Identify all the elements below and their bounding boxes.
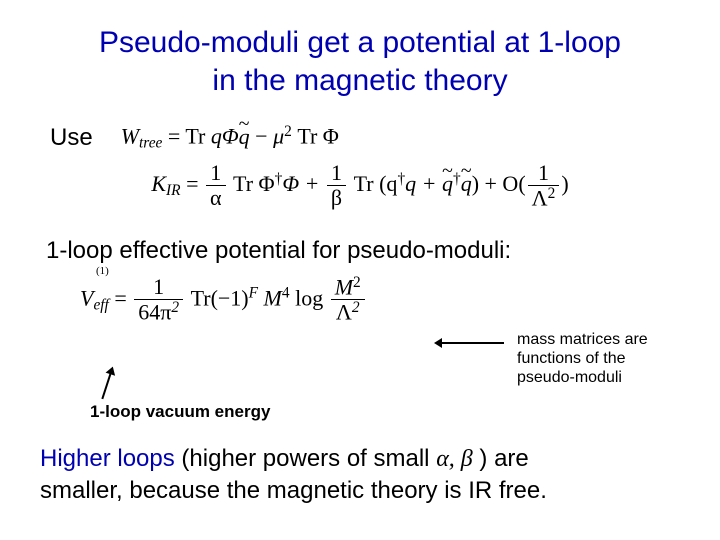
kir-eq: = (186, 171, 204, 196)
veff-sub: eff (93, 296, 108, 313)
veff-log: log (295, 285, 329, 310)
wtree-formula: Wtree = Tr qΦq − μ2 Tr Φ (121, 123, 339, 153)
mass-l2: functions of the (517, 350, 626, 367)
veff-M2s: 2 (353, 274, 361, 291)
kir-frac1: 1α (206, 161, 226, 210)
kir-trphi: Tr Φ (233, 171, 275, 196)
wtree-eq: = (168, 124, 186, 149)
veff-Ls: 2 (352, 299, 360, 316)
kir-sub: IR (166, 181, 181, 198)
slide-title: Pseudo-moduli get a potential at 1-loop … (40, 24, 680, 99)
kir-f3ds: 2 (548, 185, 556, 202)
wtree-tr1: Tr (185, 124, 211, 149)
wtree-trphi: Tr Φ (297, 124, 339, 149)
mass-annotation: mass matrices are functions of the pseud… (517, 330, 692, 388)
slide: Pseudo-moduli get a potential at 1-loop … (0, 0, 720, 540)
veff-one-super: (1) (96, 265, 109, 277)
mass-l1: mass matrices are (517, 331, 648, 348)
use-label: Use (50, 124, 93, 152)
alpha-beta: α, β (436, 446, 473, 472)
higher-loops-text: Higher loops (higher powers of small α, … (40, 443, 680, 506)
wtree-sub: tree (139, 135, 162, 152)
veff-fds: 2 (171, 299, 179, 316)
kir-dag3: † (453, 170, 461, 187)
higher-lead: Higher loops (40, 445, 175, 472)
kir-frac3: 1Λ2 (528, 161, 560, 211)
kir-f2d: β (327, 186, 346, 210)
use-row: Use Wtree = Tr qΦq − μ2 Tr Φ (40, 123, 680, 153)
wtree-qphi: qΦ (211, 124, 239, 149)
veff-M4: 4 (282, 284, 290, 301)
veff-M2: M (335, 274, 353, 299)
higher-rest1: (higher powers of small (175, 445, 436, 472)
veff-fn: 1 (134, 275, 183, 300)
wtree-sq: 2 (284, 123, 292, 140)
kir-row: KIR = 1α Tr Φ†Φ + 1β Tr (q†q + q†q) + O(… (40, 161, 680, 211)
wtree-qtilde: q (239, 124, 250, 150)
kir-qt2: q (461, 171, 472, 197)
kir-qt1: q (442, 171, 453, 197)
wtree-minus: − (255, 124, 273, 149)
kir-f3n: 1 (528, 161, 560, 186)
kir-phiplus: Φ + (282, 171, 325, 196)
mass-arrow (440, 342, 504, 344)
veff-F: F (249, 284, 258, 301)
higher-rest2: ) are (473, 445, 529, 472)
veff-L: Λ (336, 300, 352, 325)
kir-dag2: † (397, 170, 405, 187)
kir-f2n: 1 (327, 161, 346, 186)
kir-close: ) (561, 171, 568, 196)
veff-M1: M (264, 285, 282, 310)
veff-row: (1) Veff = 164π2 Tr(−1)F M4 log M2 Λ2 (80, 275, 680, 326)
higher-line2: smaller, because the magnetic theory is … (40, 477, 547, 504)
veff-fd: 64π (138, 300, 171, 325)
veff-eq: = (114, 285, 132, 310)
mass-l3: pseudo-moduli (517, 369, 622, 386)
veff-formula: Veff = 164π2 Tr(−1)F M4 log M2 Λ2 (80, 275, 367, 326)
veff-frac1: 164π2 (134, 275, 183, 325)
kir-plusO: ) + O( (472, 171, 526, 196)
kir-f1n: 1 (206, 161, 226, 186)
vacuum-label: 1-loop vacuum energy (90, 402, 270, 422)
kir-formula: KIR = 1α Tr Φ†Φ + 1β Tr (q†q + q†q) + O(… (151, 171, 568, 196)
kir-f3d: Λ (532, 185, 548, 210)
oneloop-label: 1-loop effective potential for pseudo-mo… (40, 237, 680, 265)
veff-frac2: M2 Λ2 (331, 275, 365, 326)
kir-qplus: q + (405, 171, 442, 196)
kir-lhs: K (151, 171, 166, 196)
kir-frac2: 1β (327, 161, 346, 210)
veff-tr: Tr(−1) (191, 285, 249, 310)
kir-f1d: α (206, 186, 226, 210)
title-line-1: Pseudo-moduli get a potential at 1-loop (99, 26, 621, 59)
veff-lhs: V (80, 285, 93, 310)
title-line-2: in the magnetic theory (212, 64, 507, 97)
wtree-lhs: W (121, 124, 139, 149)
vacuum-arrow (101, 372, 112, 399)
wtree-mu: μ (273, 124, 284, 149)
kir-trq: Tr (q (354, 171, 398, 196)
